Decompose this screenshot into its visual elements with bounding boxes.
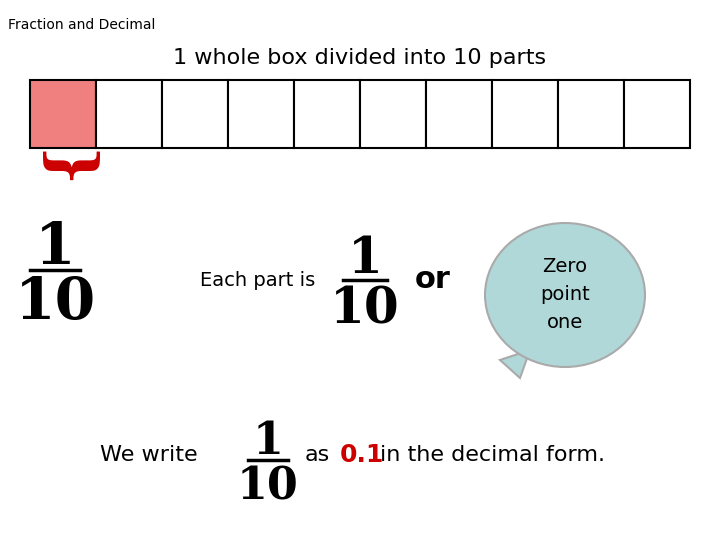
- Text: 1 whole box divided into 10 parts: 1 whole box divided into 10 parts: [174, 48, 546, 68]
- Text: 1: 1: [348, 235, 382, 284]
- Bar: [360, 80, 426, 148]
- Text: in the decimal form.: in the decimal form.: [380, 445, 605, 465]
- Bar: [30, 80, 96, 148]
- Bar: [558, 80, 624, 148]
- Text: 0.1: 0.1: [340, 443, 384, 467]
- Text: 1: 1: [35, 220, 76, 276]
- Bar: [96, 80, 162, 148]
- Text: Each part is: Each part is: [200, 271, 315, 289]
- Bar: [624, 80, 690, 148]
- Bar: [492, 80, 558, 148]
- Bar: [294, 80, 360, 148]
- Bar: [426, 80, 492, 148]
- Bar: [162, 80, 228, 148]
- Text: Fraction and Decimal: Fraction and Decimal: [8, 18, 156, 32]
- Text: }: }: [33, 150, 93, 190]
- Bar: [228, 80, 294, 148]
- Text: 1: 1: [253, 420, 284, 463]
- Text: We write: We write: [100, 445, 197, 465]
- Text: or: or: [415, 266, 451, 294]
- Ellipse shape: [485, 223, 645, 367]
- Text: 10: 10: [330, 285, 400, 334]
- Text: as: as: [305, 445, 330, 465]
- Text: Zero
point
one: Zero point one: [540, 258, 590, 333]
- Polygon shape: [500, 350, 530, 378]
- Text: 10: 10: [14, 275, 96, 331]
- Text: 10: 10: [237, 465, 299, 508]
